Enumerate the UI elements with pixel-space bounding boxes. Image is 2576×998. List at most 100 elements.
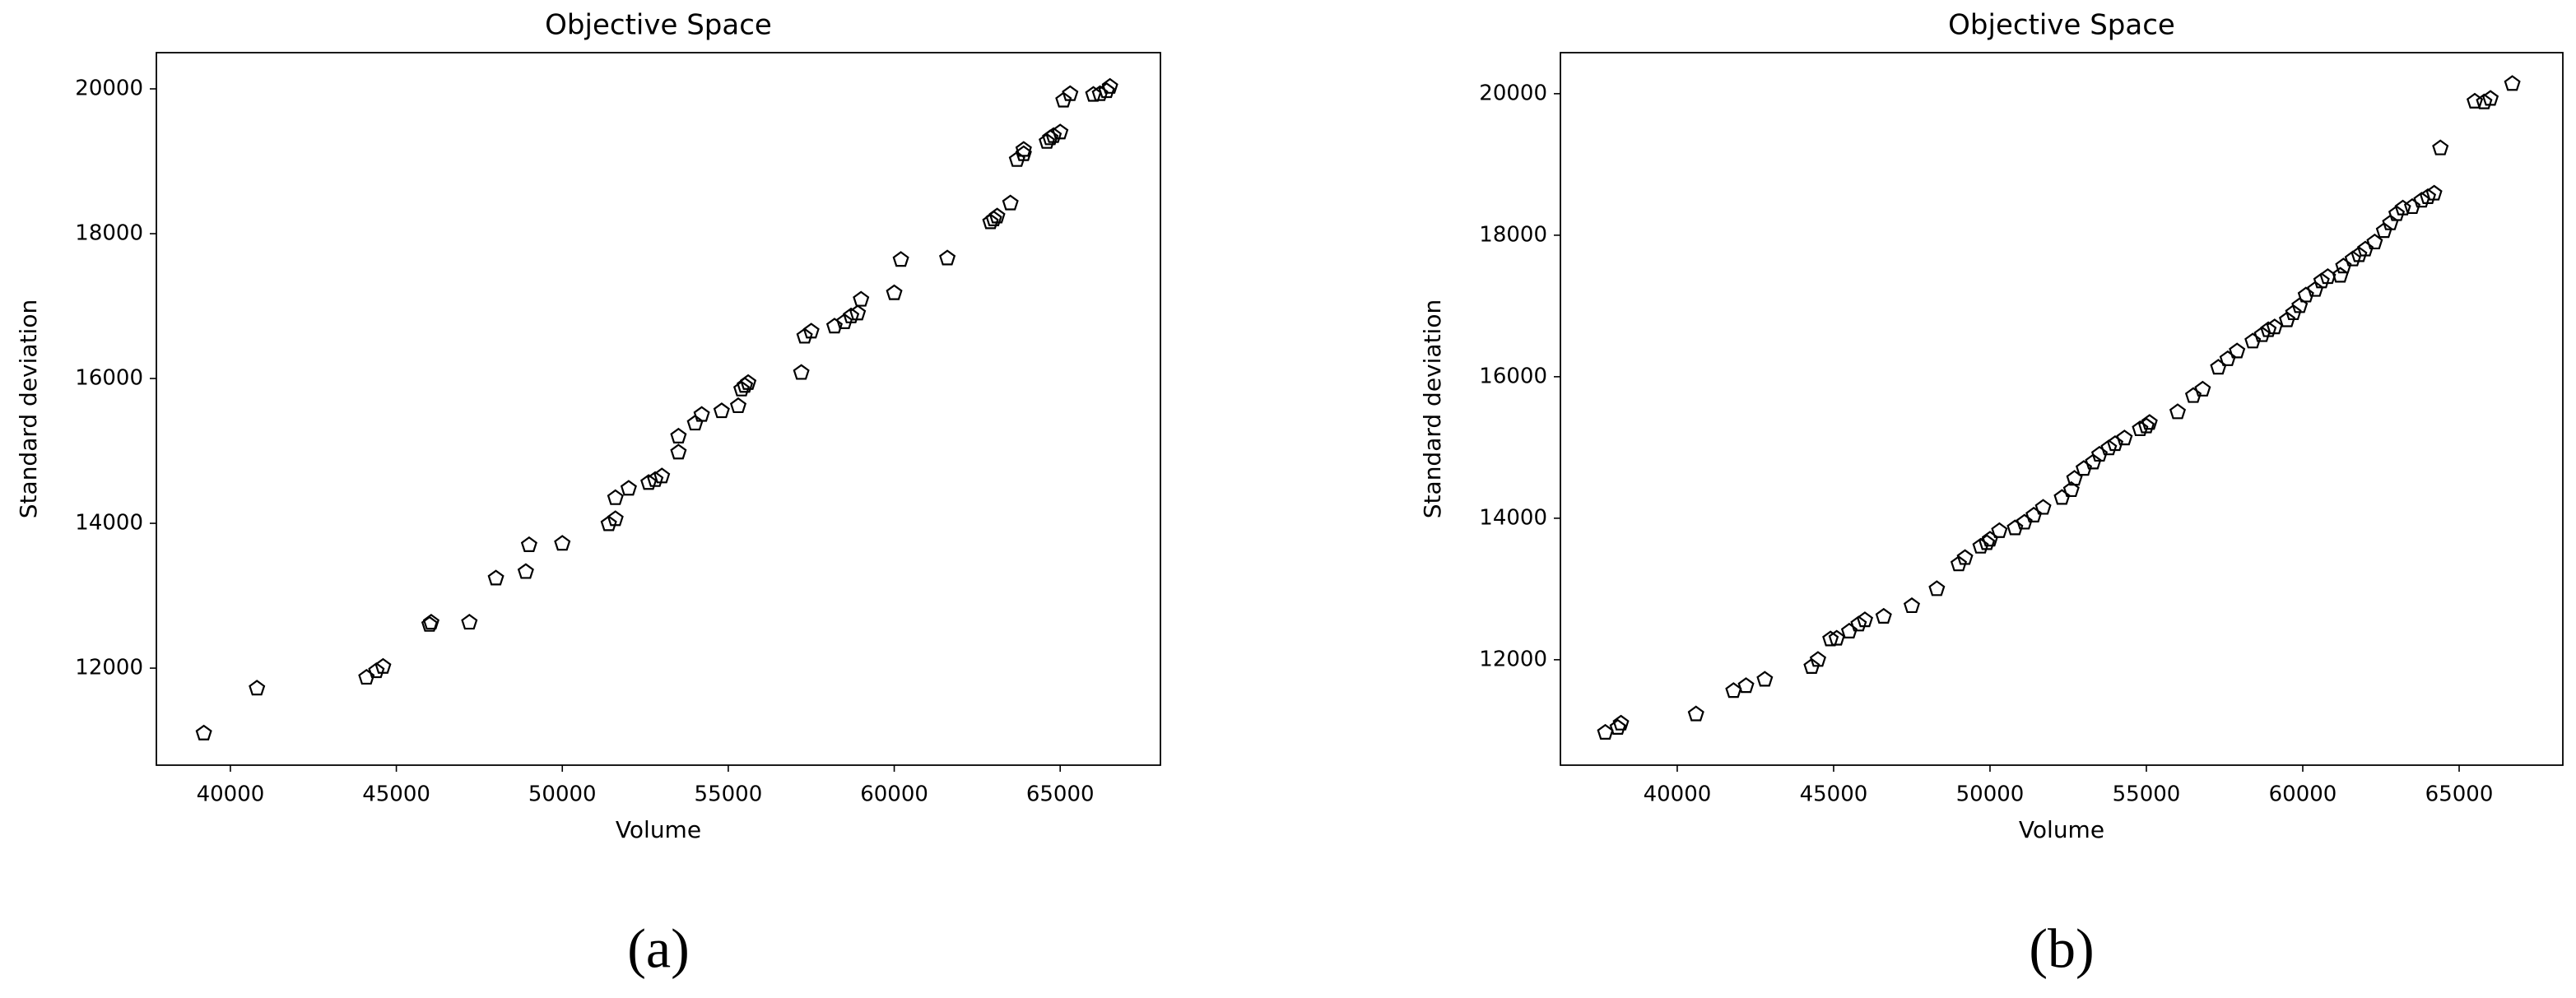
point (2253, 326, 2271, 342)
x-tick-label: 50000 (1956, 782, 2025, 807)
chart-title: Objective Space (1948, 9, 2175, 42)
point (2504, 75, 2521, 91)
point (2194, 380, 2211, 397)
point (607, 489, 624, 505)
point (670, 443, 687, 460)
x-tick-label: 50000 (528, 782, 597, 807)
point (1956, 549, 1974, 565)
point (2132, 420, 2149, 437)
point (737, 377, 754, 393)
point (1809, 651, 1826, 667)
point (2476, 93, 2493, 109)
point (2034, 499, 2052, 515)
point (1042, 129, 1059, 146)
point (2291, 297, 2309, 313)
x-tick-label: 60000 (2269, 782, 2337, 807)
y-tick-label: 20000 (1479, 81, 1547, 105)
y-tick-label: 14000 (75, 511, 143, 536)
point (849, 304, 867, 321)
point (2388, 205, 2406, 221)
point (607, 510, 624, 527)
chart: Objective Space 40000 45000 50000 55000 60000… (1419, 9, 2564, 980)
point (1803, 657, 1820, 675)
point (1091, 85, 1109, 101)
point (1756, 671, 1774, 687)
point (2394, 199, 2411, 216)
point (2184, 387, 2202, 403)
point (2285, 304, 2302, 321)
point (368, 662, 385, 679)
point (2278, 311, 2296, 327)
point (1612, 714, 1630, 731)
caption: (a) (627, 917, 689, 980)
x-tick-label: 45000 (1800, 782, 1868, 807)
point (2016, 513, 2033, 530)
x-tick-label: 55000 (2113, 782, 2181, 807)
point (796, 327, 813, 344)
point (195, 724, 212, 740)
point (1978, 534, 1996, 550)
point (843, 307, 860, 323)
point (2210, 359, 2227, 375)
y-tick-label: 14000 (1479, 505, 1547, 530)
point (2169, 403, 2187, 420)
y-tick-label: 12000 (1479, 647, 1547, 671)
point (2100, 439, 2118, 456)
point (1850, 615, 1867, 632)
point (988, 207, 1006, 224)
point (1062, 85, 1079, 101)
chart-title: Objective Space (545, 9, 772, 42)
point (422, 614, 439, 630)
point (358, 668, 375, 685)
point (249, 680, 266, 696)
point (686, 415, 704, 431)
point (2432, 139, 2449, 156)
point (554, 535, 571, 551)
point (1015, 141, 1032, 157)
point (2375, 222, 2392, 239)
x-axis-label: Volume (616, 816, 701, 843)
point (2137, 417, 2155, 434)
point (825, 318, 843, 334)
point (892, 251, 909, 267)
point (2244, 332, 2262, 349)
point (1052, 123, 1069, 140)
point (2106, 435, 2124, 452)
point (2419, 188, 2437, 204)
point (2085, 453, 2102, 470)
point (886, 284, 903, 300)
chart: Objective Space 40000 45000 50000 55000 60000… (15, 9, 1161, 980)
point (2403, 197, 2421, 215)
point (1039, 132, 1056, 149)
x-tick-label: 65000 (1026, 782, 1095, 807)
point (2335, 258, 2352, 274)
point (2344, 250, 2361, 267)
point (1002, 194, 1019, 211)
point (740, 374, 757, 390)
point (1098, 82, 1115, 99)
point (2350, 246, 2368, 262)
point (729, 397, 747, 414)
y-tick-label: 12000 (75, 656, 143, 680)
point (1045, 127, 1062, 143)
point (1822, 630, 1839, 647)
y-tick-label: 18000 (75, 221, 143, 246)
point (1085, 86, 1102, 102)
point (1828, 629, 1845, 646)
point (2090, 445, 2109, 462)
point (620, 480, 637, 496)
point (640, 474, 658, 490)
y-axis-label: Standard deviation (15, 299, 42, 518)
point (1875, 607, 1892, 624)
x-axis-label: Volume (2019, 816, 2104, 843)
x-tick-label: 55000 (695, 782, 763, 807)
point (2313, 272, 2330, 289)
point (2266, 318, 2283, 335)
plot-frame (156, 52, 1161, 766)
point (461, 614, 478, 630)
point (670, 427, 687, 443)
point (1840, 622, 1858, 639)
plot-frame (1560, 52, 2564, 766)
point (1609, 718, 1626, 735)
point (2466, 92, 2484, 109)
